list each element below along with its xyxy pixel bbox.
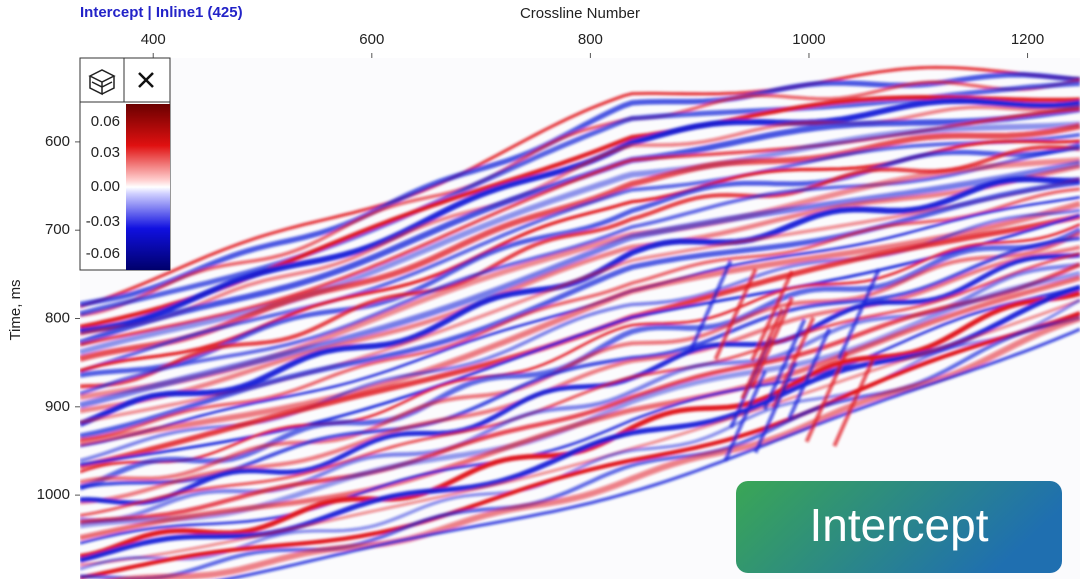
cube-button[interactable]: [79, 57, 125, 103]
reflector: [80, 146, 1080, 396]
reflector: [80, 231, 1080, 485]
colorbar-tick-label: 0.06: [91, 113, 120, 130]
x-tick-label: 600: [359, 31, 384, 48]
y-axis-label: Time, ms: [7, 279, 24, 340]
y-tick-label: 700: [45, 221, 70, 238]
reflector: [80, 275, 1080, 541]
y-tick-label: 800: [45, 309, 70, 326]
reflector: [80, 298, 1080, 571]
x-tick-label: 400: [141, 31, 166, 48]
x-axis-label: Crossline Number: [520, 5, 640, 22]
badge: [736, 481, 1062, 573]
colorbar-tick-label: -0.03: [86, 213, 120, 230]
reflector: [218, 327, 1080, 579]
reflector: [80, 223, 1080, 474]
view-title: Intercept | Inline1 (425): [80, 4, 243, 21]
y-tick-label: 600: [45, 133, 70, 150]
x-tick-label: 800: [578, 31, 603, 48]
dipping-event: [832, 355, 877, 447]
reflector: [80, 160, 1080, 409]
colorbar-tick-label: -0.06: [86, 245, 120, 262]
reflector: [80, 145, 1080, 389]
reflector: [80, 251, 1080, 517]
badge-text: Intercept: [810, 499, 989, 551]
reflector: [80, 298, 1080, 567]
reflector: [80, 213, 1080, 467]
reflector: [80, 142, 1080, 378]
cube-icon: [88, 69, 116, 96]
colorbar-tick-label: 0.03: [91, 144, 120, 161]
reflector: [80, 163, 1080, 414]
reflector: [80, 65, 1080, 309]
reflector: [80, 262, 1080, 525]
y-tick-label: 900: [45, 398, 70, 415]
reflector: [80, 187, 1080, 442]
y-tick-label: 1000: [37, 486, 70, 503]
dipping-event: [688, 259, 733, 352]
reflector: [80, 78, 1080, 318]
reflector: [80, 245, 1080, 505]
reflector: [80, 284, 1080, 545]
x-tick-label: 1000: [792, 31, 825, 48]
dipping-event: [740, 308, 785, 400]
reflector: [80, 200, 1080, 447]
colorbar-widget: [79, 57, 171, 271]
dipping-event: [723, 370, 767, 462]
dipping-event: [762, 318, 807, 411]
colorbar-tick-label: 0.00: [91, 178, 120, 195]
x-tick-label: 1200: [1011, 31, 1044, 48]
reflector: [80, 104, 1080, 336]
dipping-event: [750, 296, 794, 389]
seismic-section: [80, 65, 1080, 579]
axes: 400 600 800 1000 1200 600 700 800 900 1000: [37, 31, 1045, 503]
close-icon: [138, 72, 154, 88]
dipping-event: [753, 361, 798, 454]
dipping-event: [837, 268, 881, 360]
reflector: [80, 179, 1080, 439]
reflector: [80, 121, 1080, 356]
reflector: [80, 236, 1080, 490]
dipping-event: [787, 327, 832, 420]
reflector: [80, 252, 1080, 506]
reflector: [80, 311, 1080, 579]
reflector: [80, 123, 1080, 362]
colorbar-gradient: [126, 104, 170, 270]
reflector: [80, 132, 1080, 374]
dipping-event: [713, 268, 758, 361]
reflector: [107, 315, 1080, 579]
dipping-event: [804, 350, 849, 443]
dipping-event: [750, 270, 794, 362]
